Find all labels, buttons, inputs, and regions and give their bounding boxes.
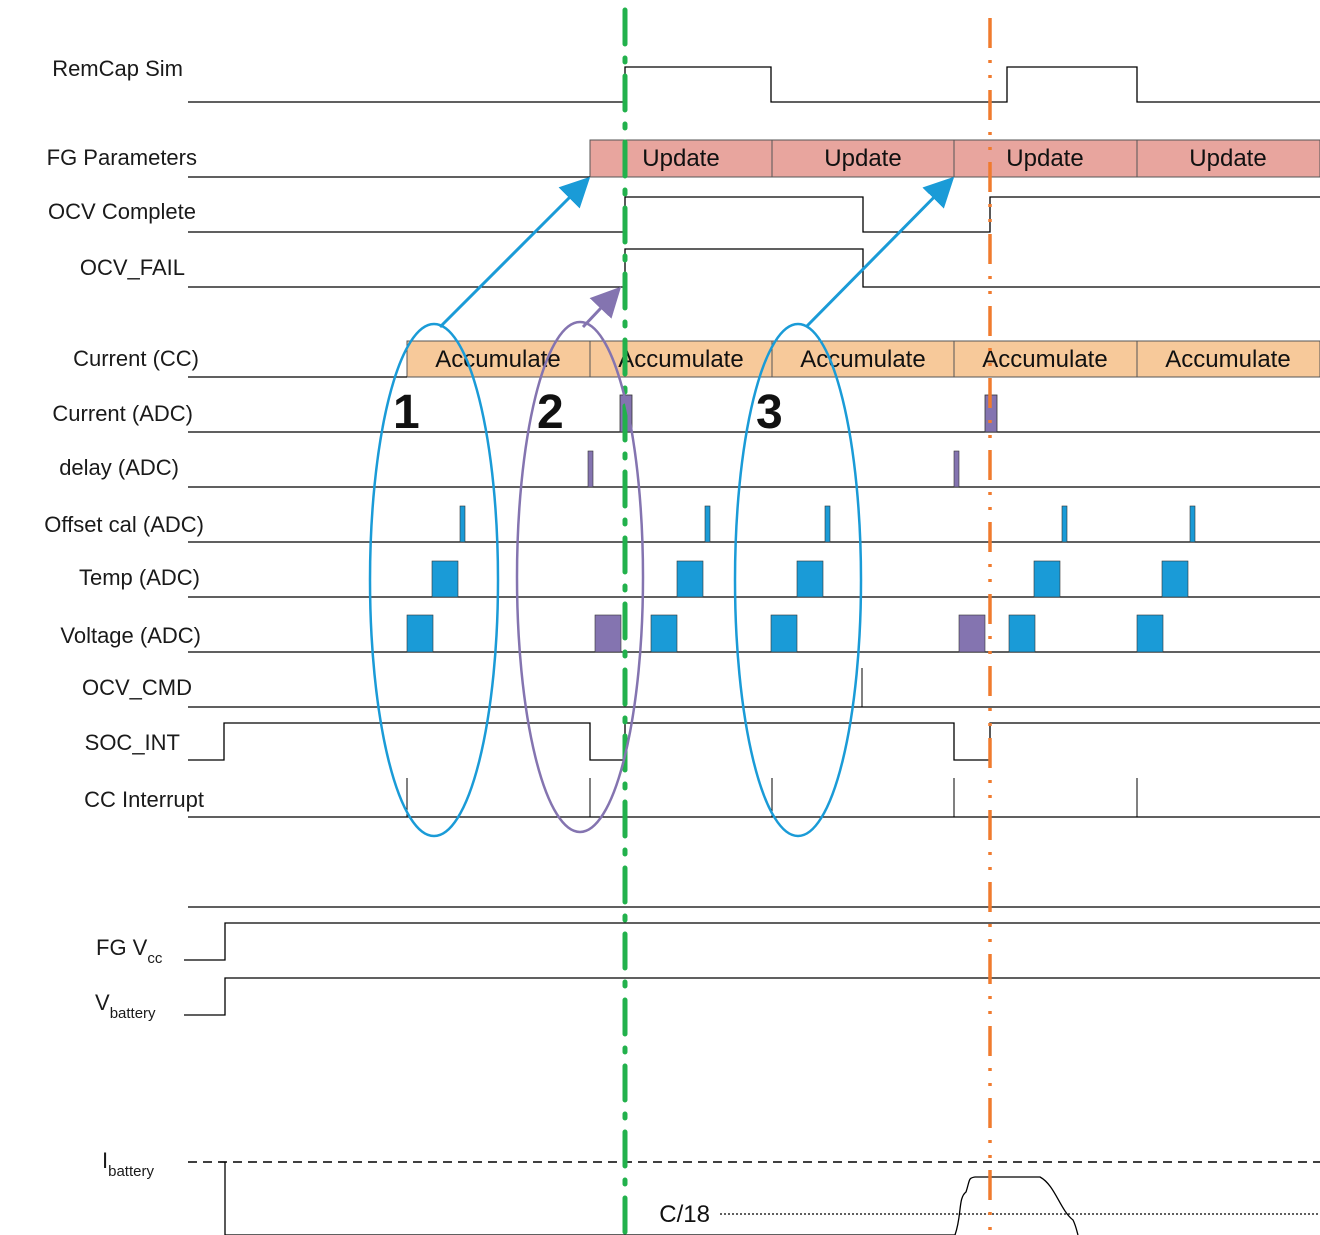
arrow-ellipse-2-to-ocv-fail <box>581 286 622 329</box>
marker-number-1: 1 <box>393 386 420 439</box>
update-block-4: Update <box>1189 145 1266 172</box>
waveform-ocv-fail <box>188 248 1320 288</box>
accumulate-band-fill <box>406 340 1320 378</box>
current-cc-accumulate-band: Accumulate Accumulate Accumulate Accumul… <box>406 340 1320 378</box>
voltage-adc-pulse <box>594 614 622 653</box>
accumulate-block-5: Accumulate <box>1165 346 1290 373</box>
waveform-soc-int <box>188 722 1320 761</box>
label-v-battery: Vbattery <box>95 990 156 1022</box>
waveform-fg-vcc <box>184 922 1320 961</box>
voltage-adc-pulse <box>650 614 678 653</box>
label-fg-parameters: FG Parameters <box>47 145 197 170</box>
voltage-adc-pulse <box>1008 614 1036 653</box>
arrow-ellipse-3-to-update <box>804 176 955 329</box>
label-offset-cal-adc: Offset cal (ADC) <box>44 512 204 537</box>
update-band-fill <box>589 139 1320 178</box>
temp-adc-pulse <box>431 560 459 598</box>
delay-adc-pulse <box>953 450 960 488</box>
label-ocv-cmd: OCV_CMD <box>82 675 192 700</box>
accumulate-block-2: Accumulate <box>618 346 743 373</box>
label-current-adc: Current (ADC) <box>52 401 193 426</box>
offset-cal-adc-pulse <box>1189 505 1196 543</box>
voltage-adc-pulse <box>1136 614 1164 653</box>
offset-cal-adc-pulse <box>1061 505 1068 543</box>
group-ellipse-3 <box>733 322 863 838</box>
waveform-v-battery <box>184 977 1320 1016</box>
offset-cal-adc-pulse <box>824 505 831 543</box>
label-delay-adc: delay (ADC) <box>59 455 179 480</box>
label-ocv-complete: OCV Complete <box>48 199 196 224</box>
temp-adc-pulse <box>676 560 704 598</box>
c18-label: C/18 <box>659 1201 710 1228</box>
arrow-ellipse-1-to-update <box>438 176 591 329</box>
label-temp-adc: Temp (ADC) <box>79 565 200 590</box>
delay-adc-pulse <box>587 450 594 488</box>
waveform-i-battery-pulse <box>954 1176 1079 1235</box>
waveform-ocv-complete <box>188 196 1320 233</box>
temp-adc-pulse <box>796 560 824 598</box>
label-ocv-fail: OCV_FAIL <box>80 255 185 280</box>
label-voltage-adc: Voltage (ADC) <box>60 623 201 648</box>
accumulate-block-3: Accumulate <box>800 346 925 373</box>
marker-number-2: 2 <box>537 386 564 439</box>
fg-parameters-update-band: Update Update Update Update <box>589 139 1320 178</box>
accumulate-block-4: Accumulate <box>982 346 1107 373</box>
label-soc-int: SOC_INT <box>85 730 180 755</box>
marker-number-3: 3 <box>756 386 783 439</box>
label-current-cc: Current (CC) <box>73 346 199 371</box>
group-ellipse-2 <box>515 320 645 834</box>
accumulate-block-1: Accumulate <box>435 346 560 373</box>
update-block-3: Update <box>1006 145 1083 172</box>
group-ellipse-1 <box>368 322 500 838</box>
adc-pulses <box>406 394 1196 653</box>
waveform-remcap-sim <box>188 66 1320 103</box>
offset-cal-adc-pulse <box>704 505 711 543</box>
voltage-adc-pulse <box>770 614 798 653</box>
temp-adc-pulse <box>1161 560 1189 598</box>
update-block-1: Update <box>642 145 719 172</box>
update-block-2: Update <box>824 145 901 172</box>
temp-adc-pulse <box>1033 560 1061 598</box>
voltage-adc-pulse <box>958 614 986 653</box>
offset-cal-adc-pulse <box>459 505 466 543</box>
label-i-battery: Ibattery <box>102 1148 154 1180</box>
waveform-i-battery-step <box>220 1161 226 1235</box>
label-cc-interrupt: CC Interrupt <box>84 787 204 812</box>
label-remcap-sim: RemCap Sim <box>52 56 183 81</box>
label-fg-vcc: FG Vcc <box>96 935 163 967</box>
voltage-adc-pulse <box>406 614 434 653</box>
